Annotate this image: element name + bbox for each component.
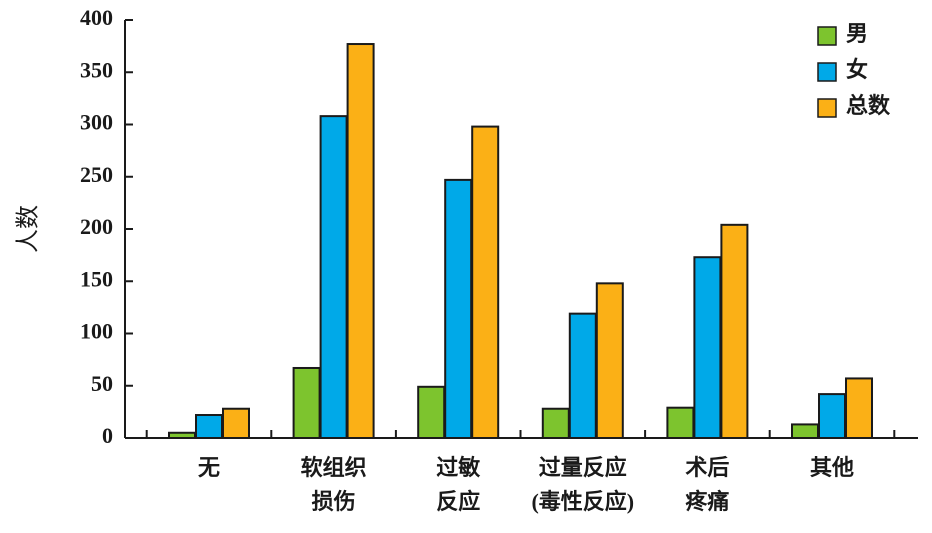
bar [471, 125, 500, 439]
x-tick-label: 过量反应 [539, 455, 627, 480]
legend-label: 女 [846, 57, 868, 82]
bar [319, 115, 348, 439]
y-axis-label: 人数 [15, 205, 42, 253]
x-tick-label: 过敏 [436, 455, 480, 480]
y-tick-label: 150 [80, 266, 113, 291]
x-tick-label: 软组织 [301, 455, 367, 480]
legend-label: 男 [846, 21, 868, 46]
y-tick-label: 50 [91, 371, 113, 396]
y-tick-label: 250 [80, 162, 113, 187]
x-tick-label: 其他 [810, 455, 854, 480]
y-tick-label: 300 [80, 110, 113, 135]
x-tick-label: 反应 [436, 489, 480, 514]
legend-swatch [817, 62, 837, 82]
legend-swatch [817, 98, 837, 118]
bar [595, 282, 624, 439]
y-tick-label: 400 [80, 5, 113, 30]
bar [693, 256, 722, 439]
y-tick-label: 0 [102, 423, 113, 448]
x-tick-label: 无 [198, 455, 220, 480]
legend-label: 总数 [846, 93, 891, 118]
x-tick-label: 损伤 [312, 489, 356, 514]
bar [568, 312, 597, 439]
y-tick-label: 100 [80, 319, 113, 344]
y-tick-label: 350 [80, 57, 113, 82]
bar [168, 431, 196, 439]
bar [791, 423, 819, 440]
y-tick-label: 200 [80, 214, 113, 239]
bar [417, 385, 446, 440]
bar [346, 43, 375, 439]
bar [845, 377, 873, 439]
bar [541, 407, 570, 439]
bar [666, 406, 695, 440]
x-tick-label: 术后 [685, 455, 729, 480]
bar [818, 393, 846, 439]
bar [720, 223, 749, 439]
bar [292, 366, 321, 439]
bar [222, 407, 250, 439]
x-tick-label: (毒性反应) [531, 489, 634, 514]
x-tick-label: 疼痛 [685, 489, 729, 514]
bar [195, 414, 223, 440]
bar [444, 178, 473, 439]
legend-swatch [817, 26, 837, 46]
